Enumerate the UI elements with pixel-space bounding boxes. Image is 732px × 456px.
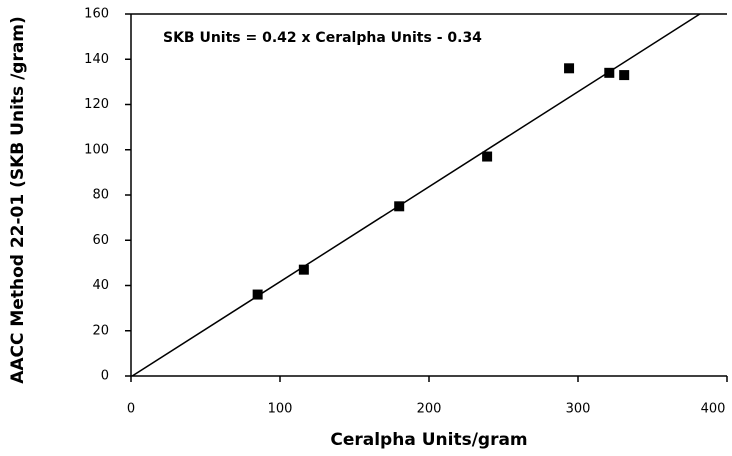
point (619, 70, 630, 81)
point (394, 201, 405, 212)
x-axis-title: Ceralpha Units/gram (330, 430, 527, 450)
y-tick-label: 160 (84, 7, 109, 22)
x-tick-label: 200 (417, 402, 442, 417)
y-tick-label: 40 (92, 278, 109, 293)
point (298, 264, 309, 275)
point (252, 289, 263, 300)
x-tick-label: 100 (268, 402, 293, 417)
equation: SKB Units = 0.42 x Ceralpha Units - 0.34 (163, 30, 482, 46)
point (482, 151, 493, 162)
y-tick-label: 140 (84, 52, 109, 67)
y-axis-title: AACC Method 22-01 (SKB Units /gram) (8, 16, 28, 384)
y-tick-label: 20 (92, 323, 109, 338)
y-tick-label: 0 (101, 369, 109, 384)
x-tick-label: 300 (566, 402, 591, 417)
fit-line (131, 14, 702, 376)
y-tick-label: 80 (92, 188, 109, 203)
y-tick-label: 100 (84, 142, 109, 157)
x-tick-label: 0 (127, 402, 135, 417)
point (564, 63, 575, 74)
y-tick-label: 120 (84, 97, 109, 112)
point (604, 67, 615, 78)
y-tick-label: 60 (92, 233, 109, 248)
x-tick-label: 400 (701, 402, 726, 417)
